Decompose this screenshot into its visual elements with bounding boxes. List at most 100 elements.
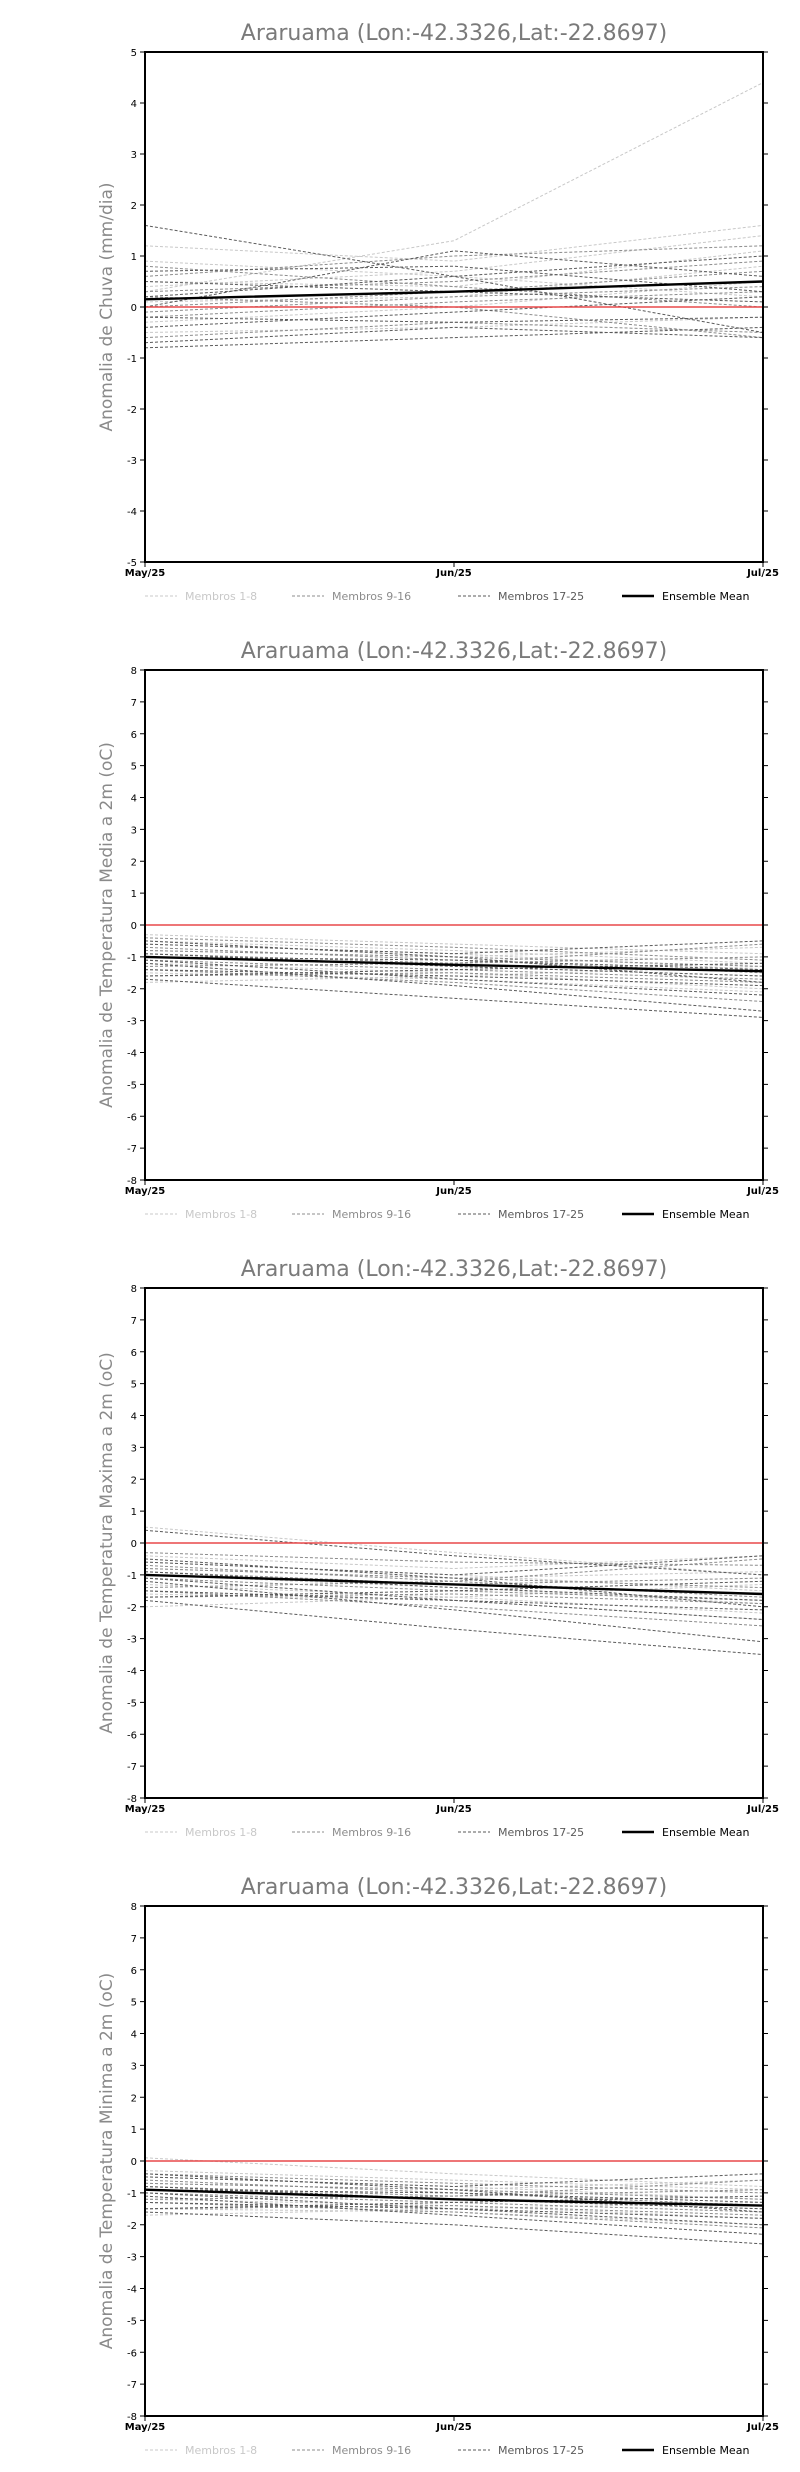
x-tick-label: Jul/25 <box>746 1804 779 1815</box>
y-tick-label: 0 <box>131 921 137 932</box>
y-tick-label: 6 <box>131 1348 137 1359</box>
member-line-12 <box>144 972 764 983</box>
member-line-16 <box>144 950 764 967</box>
legend-label: Ensemble Mean <box>662 590 749 603</box>
x-tick-label: Jul/25 <box>746 1186 779 1197</box>
ensemble-mean-line <box>144 1573 764 1596</box>
y-axis-label: Anomalia de Temperatura Media a 2m (oC) <box>97 742 117 1108</box>
y-tick-label: -7 <box>127 2380 137 2391</box>
y-tick-label: 4 <box>131 794 137 805</box>
member-line-20 <box>144 2201 764 2219</box>
y-tick-label: -1 <box>127 2189 137 2200</box>
member-line-1 <box>144 82 764 293</box>
y-tick-label: -8 <box>127 2412 137 2423</box>
member-line-3 <box>144 1555 764 1570</box>
member-line-25 <box>144 2192 764 2226</box>
y-tick-label: 2 <box>131 2093 137 2104</box>
member-line-8 <box>144 316 764 333</box>
legend-item: Membros 9-16 <box>292 2444 411 2457</box>
line-chart-1: Araruama (Lon:-42.3326,Lat:-22.8697) Anom… <box>97 21 779 603</box>
y-tick-label: 2 <box>131 857 137 868</box>
legend-label: Membros 17-25 <box>498 590 584 603</box>
legend-label: Membros 17-25 <box>498 1208 584 1221</box>
y-tick-label: -3 <box>127 1017 137 1028</box>
member-line-6 <box>144 1583 764 1614</box>
y-tick-label: 7 <box>131 698 137 709</box>
y-tick-label: -5 <box>127 1698 137 1709</box>
member-line-21 <box>144 962 764 1012</box>
member-line-23 <box>144 962 764 977</box>
y-tick-label: -3 <box>127 1635 137 1646</box>
y-tick-label: 4 <box>131 99 137 110</box>
member-line-25 <box>144 959 764 996</box>
y-tick-label: -4 <box>127 507 137 518</box>
member-line-14 <box>144 265 764 308</box>
member-line-15 <box>144 296 764 339</box>
member-line-6 <box>144 962 764 990</box>
y-tick-label: 1 <box>131 252 137 263</box>
member-line-11 <box>144 291 764 318</box>
member-line-17 <box>144 1599 764 1656</box>
legend-item: Membros 1-8 <box>145 1826 257 1839</box>
member-line-14 <box>144 959 764 980</box>
member-line-13 <box>144 1552 764 1566</box>
member-line-9 <box>144 2179 764 2207</box>
legend-item: Ensemble Mean <box>622 1826 749 1839</box>
y-tick-label: -3 <box>127 2253 137 2264</box>
member-line-17 <box>144 224 764 333</box>
y-tick-label: 0 <box>131 2157 137 2168</box>
member-line-14 <box>144 2192 764 2213</box>
legend-label: Membros 9-16 <box>332 2444 411 2457</box>
y-tick-label: -8 <box>127 1794 137 1805</box>
member-line-18 <box>144 956 764 971</box>
member-line-1 <box>144 2157 764 2187</box>
line-chart-4: Araruama (Lon:-42.3326,Lat:-22.8697) Anom… <box>97 1875 779 2457</box>
y-tick-label: -2 <box>127 985 137 996</box>
y-tick-label: -4 <box>127 1049 137 1060</box>
legend-label: Ensemble Mean <box>662 1826 749 1839</box>
member-line-2 <box>144 224 764 262</box>
y-tick-label: 8 <box>131 666 137 677</box>
chart-title: Araruama (Lon:-42.3326,Lat:-22.8697) <box>241 21 667 46</box>
legend-label: Membros 1-8 <box>185 590 257 603</box>
line-chart-2: Araruama (Lon:-42.3326,Lat:-22.8697) Anom… <box>97 639 779 1221</box>
y-tick-label: -2 <box>127 1603 137 1614</box>
y-tick-label: 4 <box>131 1412 137 1423</box>
member-line-23 <box>144 316 764 323</box>
y-tick-label: 1 <box>131 1507 137 1518</box>
legend-item: Membros 17-25 <box>458 1826 584 1839</box>
legend-label: Membros 17-25 <box>498 2444 584 2457</box>
y-tick-label: 3 <box>131 150 137 161</box>
member-line-12 <box>144 1593 764 1605</box>
member-line-23 <box>144 2195 764 2210</box>
member-line-3 <box>144 2170 764 2191</box>
member-line-2 <box>144 1574 764 1605</box>
legend-label: Membros 9-16 <box>332 1826 411 1839</box>
y-tick-label: -6 <box>127 1112 137 1123</box>
member-line-12 <box>144 2205 764 2216</box>
member-line-21 <box>144 1580 764 1643</box>
legend-label: Membros 1-8 <box>185 1208 257 1221</box>
member-line-19 <box>144 326 764 344</box>
y-tick-label: 2 <box>131 201 137 212</box>
legend-item: Membros 17-25 <box>458 1208 584 1221</box>
member-line-18 <box>144 2189 764 2203</box>
y-tick-label: 5 <box>131 1998 137 2009</box>
y-tick-label: -3 <box>127 456 137 467</box>
member-line-21 <box>144 296 764 328</box>
y-tick-label: 3 <box>131 2061 137 2072</box>
x-tick-label: Jun/25 <box>435 1186 472 1197</box>
member-line-10 <box>144 969 764 1002</box>
y-tick-label: -5 <box>127 558 137 569</box>
member-line-19 <box>144 940 764 955</box>
y-tick-label: 8 <box>131 1284 137 1295</box>
member-line-11 <box>144 953 764 964</box>
member-line-4 <box>144 265 764 303</box>
member-line-4 <box>144 972 764 993</box>
y-axis-label: Anomalia de Temperatura Minima a 2m (oC) <box>97 1973 117 2350</box>
y-tick-label: -2 <box>127 405 137 416</box>
member-line-15 <box>144 2179 764 2200</box>
legend-item: Membros 9-16 <box>292 1208 411 1221</box>
member-line-6 <box>144 2198 764 2219</box>
member-line-7 <box>144 2176 764 2200</box>
